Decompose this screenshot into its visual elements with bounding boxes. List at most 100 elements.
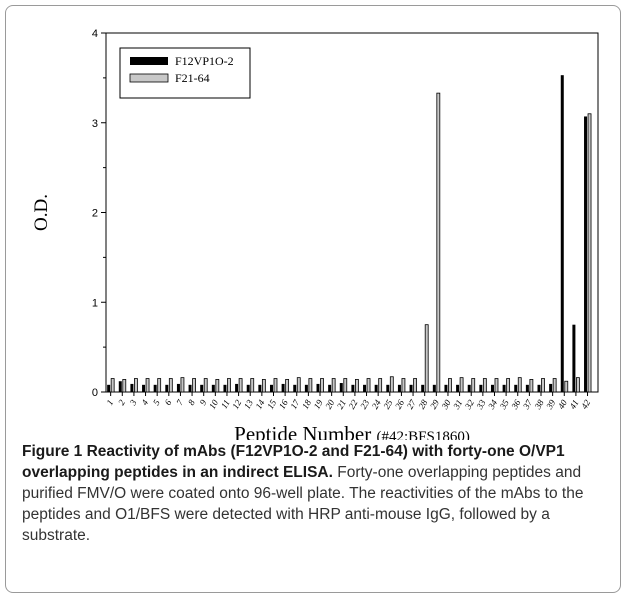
bar-f12vp1o-2 <box>374 384 378 392</box>
bar-f12vp1o-2 <box>456 384 460 392</box>
x-tick-label: 16 <box>277 398 290 411</box>
x-tick-label: 13 <box>242 398 255 411</box>
bar-f21-64 <box>168 378 173 393</box>
bar-f21-64 <box>320 378 324 393</box>
x-tick-label: 41 <box>567 398 580 411</box>
bar-f12vp1o-2 <box>479 384 483 392</box>
bar-f12vp1o-2 <box>549 383 553 392</box>
bar-f12vp1o-2 <box>316 383 320 392</box>
bar-f12vp1o-2 <box>421 384 425 392</box>
bar-f12vp1o-2 <box>130 383 134 392</box>
caption-lead: Figure 1 Reactivity of mAbs (F12VP1O-2 a… <box>22 443 565 481</box>
x-tick-label: 25 <box>381 398 394 411</box>
bar-f21-64 <box>506 378 511 393</box>
y-tick-label: 2 <box>92 208 98 220</box>
bar-f21-64 <box>564 380 569 393</box>
bar-f12vp1o-2 <box>165 384 169 392</box>
x-tick-label: 24 <box>370 398 383 411</box>
bar-f21-64 <box>157 378 162 393</box>
bar-f21-64 <box>401 378 406 393</box>
bar-f21-64 <box>285 379 290 393</box>
legend-swatch <box>129 73 169 83</box>
x-tick-label: 7 <box>174 398 185 407</box>
x-axis-label: Peptide Number (#42:BFS1860) <box>234 422 470 440</box>
x-tick-label: 22 <box>346 398 359 411</box>
x-tick-label: 23 <box>358 398 371 411</box>
x-tick-label: 11 <box>219 398 232 410</box>
y-axis-label: O.D. <box>31 194 52 231</box>
bar-f12vp1o-2 <box>537 384 541 392</box>
legend-swatch <box>130 57 168 65</box>
bar-f12vp1o-2 <box>211 384 215 392</box>
x-tick-label: 15 <box>265 398 278 411</box>
bar-f12vp1o-2 <box>490 384 494 392</box>
bar-f21-64 <box>424 324 429 393</box>
bar-f21-64 <box>215 379 220 393</box>
bar-f21-64 <box>331 378 336 393</box>
legend-label: F12VP1O-2 <box>175 54 234 68</box>
x-tick-label: 5 <box>151 398 162 407</box>
x-tick-label: 17 <box>288 398 301 411</box>
bar-f21-64 <box>413 378 417 393</box>
bar-f12vp1o-2 <box>176 383 180 392</box>
x-tick-label: 8 <box>186 398 197 407</box>
legend-label: F21-64 <box>175 71 210 85</box>
y-tick-label: 3 <box>92 118 98 130</box>
x-tick-label: 26 <box>393 398 406 411</box>
bar-f12vp1o-2 <box>107 384 111 392</box>
bar-f21-64 <box>378 378 383 393</box>
bar-f12vp1o-2 <box>293 384 297 392</box>
bar-f21-64 <box>436 92 441 393</box>
bar-f21-64 <box>587 113 592 393</box>
bar-f21-64 <box>192 378 196 393</box>
bar-f12vp1o-2 <box>409 384 413 392</box>
bar-f21-64 <box>122 379 127 393</box>
bar-f21-64 <box>180 377 185 393</box>
bar-f12vp1o-2 <box>386 384 390 392</box>
bar-f12vp1o-2 <box>142 384 146 392</box>
bar-f12vp1o-2 <box>444 384 448 392</box>
x-tick-label: 14 <box>253 398 266 411</box>
bar-f12vp1o-2 <box>584 116 588 392</box>
x-axis-label-main: Peptide Number <box>234 422 376 440</box>
bar-f12vp1o-2 <box>223 384 227 392</box>
x-tick-label: 1 <box>104 398 115 407</box>
x-tick-label: 21 <box>335 398 348 411</box>
bar-f12vp1o-2 <box>572 324 576 392</box>
x-tick-label: 2 <box>116 398 127 407</box>
bar-f12vp1o-2 <box>304 384 308 392</box>
x-tick-label: 9 <box>198 398 209 407</box>
x-tick-label: 10 <box>207 398 220 411</box>
bar-f12vp1o-2 <box>188 384 192 392</box>
bar-f21-64 <box>145 378 150 393</box>
bar-f12vp1o-2 <box>514 384 518 392</box>
bar-f21-64 <box>110 378 115 393</box>
bar-f21-64 <box>203 378 208 393</box>
bar-f12vp1o-2 <box>246 384 250 392</box>
bar-f12vp1o-2 <box>502 384 506 392</box>
x-tick-label: 28 <box>416 398 429 411</box>
x-tick-label: 40 <box>556 398 569 411</box>
bar-f12vp1o-2 <box>281 383 285 392</box>
bar-f12vp1o-2 <box>200 384 204 392</box>
figure-caption: Figure 1 Reactivity of mAbs (F12VP1O-2 a… <box>22 441 612 546</box>
bar-f21-64 <box>576 377 580 393</box>
bar-f21-64 <box>308 378 313 393</box>
y-tick-label: 1 <box>92 297 98 309</box>
bar-f21-64 <box>355 379 359 393</box>
bar-f21-64 <box>448 378 452 393</box>
bar-f21-64 <box>494 378 499 393</box>
bar-f21-64 <box>389 376 394 393</box>
bar-f21-64 <box>552 378 557 393</box>
y-tick-label: 4 <box>92 28 98 40</box>
bar-f21-64 <box>227 378 231 393</box>
bar-f21-64 <box>261 379 266 393</box>
x-tick-label: 3 <box>127 398 139 408</box>
x-tick-label: 12 <box>230 398 243 411</box>
bar-f21-64 <box>517 377 522 393</box>
legend <box>119 47 251 99</box>
bar-f12vp1o-2 <box>153 384 157 392</box>
bar-f21-64 <box>343 378 348 393</box>
bar-f21-64 <box>459 377 464 393</box>
